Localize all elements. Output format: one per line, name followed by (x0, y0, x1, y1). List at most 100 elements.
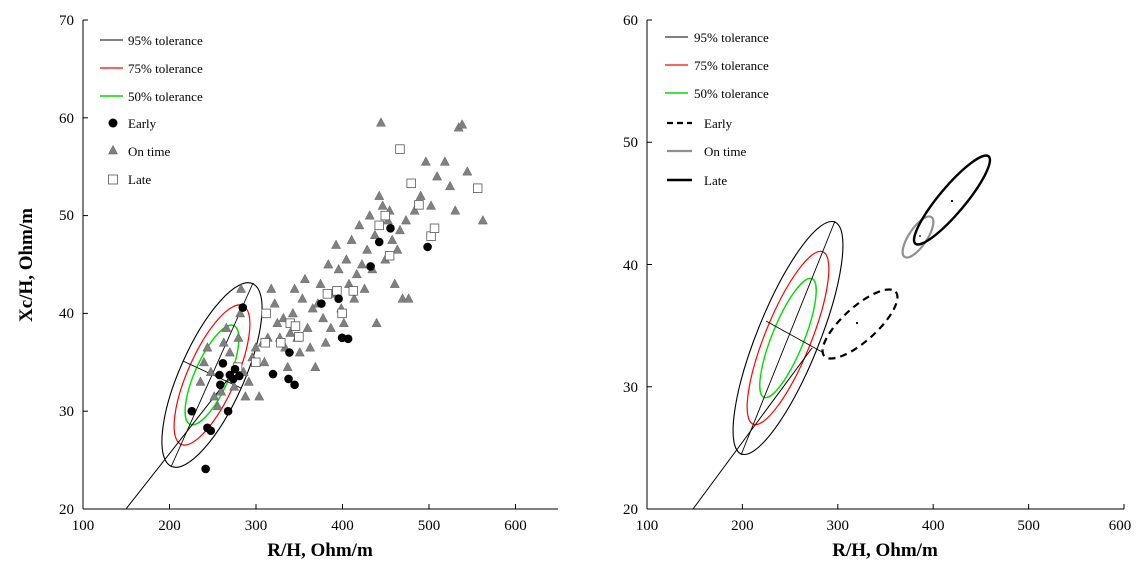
point-early (238, 303, 248, 312)
point-early (206, 426, 216, 436)
x-tick-label: 100 (636, 518, 659, 534)
late-ellipse (912, 154, 992, 246)
point-on-time (445, 180, 455, 191)
point-on-time (198, 356, 209, 367)
point-on-time (269, 298, 280, 308)
legend-label: Early (128, 116, 157, 131)
point-on-time (415, 190, 426, 200)
point-early (374, 237, 384, 247)
point-on-time (236, 283, 246, 293)
point-on-time (202, 342, 213, 352)
point-on-time (229, 381, 240, 391)
point-on-time (389, 278, 400, 288)
point-early (230, 364, 240, 374)
point-on-time (387, 234, 398, 244)
point-early (317, 299, 326, 308)
point-early (284, 374, 293, 384)
point-on-time (369, 229, 380, 239)
late-center-dot (950, 199, 954, 203)
point-early (366, 262, 375, 271)
point-on-time (282, 361, 293, 371)
x-tick-label: 200 (731, 518, 754, 534)
legend-label: 75% tolerance (128, 61, 203, 76)
point-on-time (195, 376, 206, 386)
point-early (215, 370, 224, 380)
x-axis-title: R/H, Ohm/m (832, 540, 938, 561)
point-on-time (420, 156, 431, 166)
point-on-time (272, 317, 283, 327)
point-late (251, 357, 261, 368)
x-tick-label: 300 (245, 518, 268, 534)
point-early (423, 242, 432, 252)
point-on-time (259, 356, 270, 367)
point-on-time (477, 215, 488, 225)
point-on-time (221, 322, 232, 332)
legend-label: 50% tolerance (128, 89, 203, 104)
point-on-time (243, 376, 254, 386)
point-on-time (374, 190, 385, 200)
reference-line (125, 368, 237, 510)
point-on-time (266, 283, 277, 293)
point-on-time (250, 342, 261, 352)
legend: 95% tolerance 75% tolerance 50% toleranc… (100, 33, 203, 187)
point-late (294, 332, 304, 342)
point-late (380, 210, 390, 221)
point-early (343, 334, 353, 344)
point-on-time (297, 293, 308, 303)
point-on-time (450, 205, 461, 215)
y-tick-label: 30 (623, 380, 638, 396)
x-tick-label: 500 (1017, 518, 1040, 534)
point-late (322, 289, 333, 299)
y-tick-label: 60 (623, 13, 638, 29)
legend-label: On time (128, 144, 170, 159)
legend-label: 95% tolerance (128, 33, 203, 48)
chart-right: 100 200 300 400 500 600 20 30 40 50 60 R… (623, 13, 1131, 561)
ontime-center-dot (918, 234, 922, 238)
point-early (223, 406, 233, 416)
point-on-time (205, 366, 216, 376)
y-tick-label: 60 (59, 111, 74, 127)
point-on-time (331, 239, 341, 249)
point-on-time (240, 391, 251, 401)
legend-label: 50% tolerance (694, 86, 769, 101)
point-on-time (216, 386, 227, 396)
point-on-time (310, 361, 321, 371)
point-early (386, 224, 395, 233)
point-on-time (235, 307, 246, 318)
point-on-time (212, 400, 223, 411)
legend-label: On time (704, 144, 746, 159)
x-tick-label: 600 (504, 518, 527, 534)
point-on-time (357, 259, 367, 269)
point-on-time (325, 322, 336, 332)
x-tick-label: 400 (922, 518, 945, 534)
ellipse-major-axis (740, 220, 836, 456)
point-early (334, 294, 343, 304)
point-on-time (307, 303, 318, 313)
point-late (472, 183, 483, 193)
legend-label: 95% tolerance (694, 30, 769, 45)
point-late (384, 250, 395, 261)
chart-left: 100 200 300 400 500 600 20 30 40 50 60 7… (16, 13, 558, 561)
point-on-time (354, 219, 365, 230)
point-on-time (233, 332, 244, 342)
point-early (225, 370, 235, 380)
legend-label: Late (128, 172, 151, 187)
point-on-time (338, 317, 349, 327)
x-tick-label: 500 (418, 518, 441, 534)
point-on-time (462, 166, 473, 176)
point-on-time (218, 337, 229, 347)
point-late (406, 178, 416, 189)
point-on-time (289, 283, 300, 293)
x-axis-title: R/H, Ohm/m (267, 540, 373, 561)
y-tick-label: 20 (623, 502, 638, 518)
y-tick-label: 40 (623, 258, 638, 274)
point-late (290, 321, 301, 331)
legend: 95% tolerance 75% tolerance 50% toleranc… (665, 30, 769, 188)
point-early (201, 464, 210, 474)
point-on-time (359, 283, 370, 293)
point-on-time (224, 347, 235, 357)
point-on-time (305, 342, 316, 352)
point-on-time (364, 210, 375, 220)
legend-label: Early (704, 116, 733, 131)
